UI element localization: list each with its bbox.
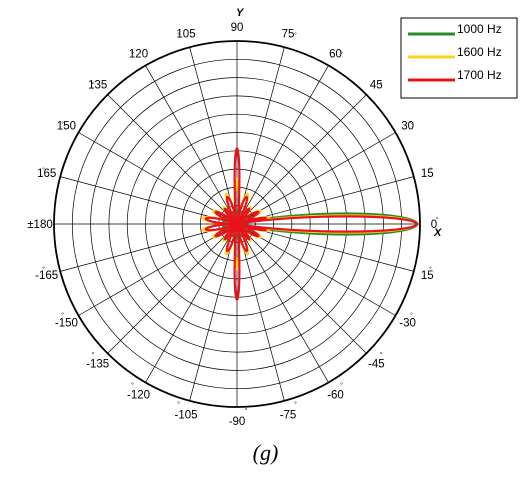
grid-spoke — [236, 223, 367, 354]
angle-label: 30 — [401, 121, 414, 133]
degree-mark: ° — [436, 216, 439, 224]
degree-mark: ° — [380, 351, 383, 359]
grid-spoke — [236, 65, 329, 225]
grid-spoke — [107, 94, 238, 225]
legend: 1000 Hz 1600 Hz 1700 Hz — [400, 17, 518, 99]
degree-mark: ° — [340, 381, 343, 389]
degree-mark: ° — [91, 81, 94, 89]
grid-spoke — [189, 223, 238, 401]
angle-label: 75 — [282, 29, 295, 41]
grid-spoke — [236, 223, 329, 383]
grid-spoke — [189, 47, 238, 225]
degree-mark: ° — [61, 312, 64, 320]
angle-labels: 0°15°30°45°60°75 °90105°120°135°150°165°±… — [27, 22, 438, 428]
degree-mark: ° — [340, 51, 343, 59]
grid-spoke — [78, 132, 238, 225]
degree-mark: ° — [91, 351, 94, 359]
angle-label: -75 — [280, 409, 297, 421]
angle-label: -150 — [55, 318, 78, 330]
angle-label: 15 — [421, 168, 434, 180]
degree-mark: ° — [245, 407, 248, 415]
degree-mark: ° — [177, 32, 180, 40]
degree-mark: ° — [131, 51, 134, 59]
grid-spoke — [236, 132, 396, 225]
angle-label: 45 — [370, 80, 383, 92]
figure-caption: (g) — [252, 440, 279, 465]
grid-spoke — [107, 223, 238, 354]
legend-entry-label: 1700 Hz — [457, 68, 502, 82]
grid-spoke — [236, 223, 285, 401]
angle-label: -45 — [368, 358, 385, 370]
angle-label: -60 — [327, 390, 344, 402]
grid-spoke — [78, 223, 238, 316]
angle-label: 15 — [421, 270, 434, 282]
angle-label: 150 — [57, 121, 76, 133]
degree-mark: ° — [410, 312, 413, 320]
angle-label: ±180 — [27, 219, 53, 231]
grid-spoke — [145, 65, 238, 225]
angle-label: -105 — [174, 409, 197, 421]
degree-mark: ° — [429, 167, 432, 175]
angle-label: -165 — [35, 270, 58, 282]
degree-mark: ° — [42, 265, 45, 273]
degree-mark: ° — [294, 32, 297, 40]
degree-mark: ° — [42, 167, 45, 175]
angle-label: 120 — [129, 48, 148, 60]
degree-mark: ° — [177, 401, 180, 409]
degree-mark: ° — [429, 265, 432, 273]
angle-label: 135 — [88, 80, 107, 92]
degree-mark: ° — [61, 121, 64, 129]
degree-mark: ° — [294, 401, 297, 409]
angle-label: 60 — [329, 48, 342, 60]
angle-label: -30 — [399, 318, 416, 330]
angle-label: 165 — [37, 168, 56, 180]
angle-label: -135 — [86, 358, 109, 370]
angle-label: -90 — [229, 416, 246, 428]
series-layer — [201, 147, 419, 301]
angle-label: -120 — [127, 390, 150, 402]
angle-label: 0 — [431, 219, 437, 231]
angle-label: 105 — [176, 29, 195, 41]
series-curve-1700-hz — [204, 147, 419, 301]
grid-spoke — [236, 47, 285, 225]
degree-mark: ° — [410, 121, 413, 129]
grid-spoke — [236, 223, 396, 316]
grid-spoke — [236, 94, 367, 225]
legend-entry-label: 1000 Hz — [457, 22, 502, 36]
grid-spoke — [145, 223, 238, 383]
legend-entry-label: 1600 Hz — [457, 45, 502, 59]
degree-mark: ° — [380, 81, 383, 89]
y-axis-label: Y — [236, 7, 245, 19]
degree-mark: ° — [131, 381, 134, 389]
angle-label: 90 — [231, 22, 244, 34]
x-axis-label: X — [433, 227, 442, 239]
